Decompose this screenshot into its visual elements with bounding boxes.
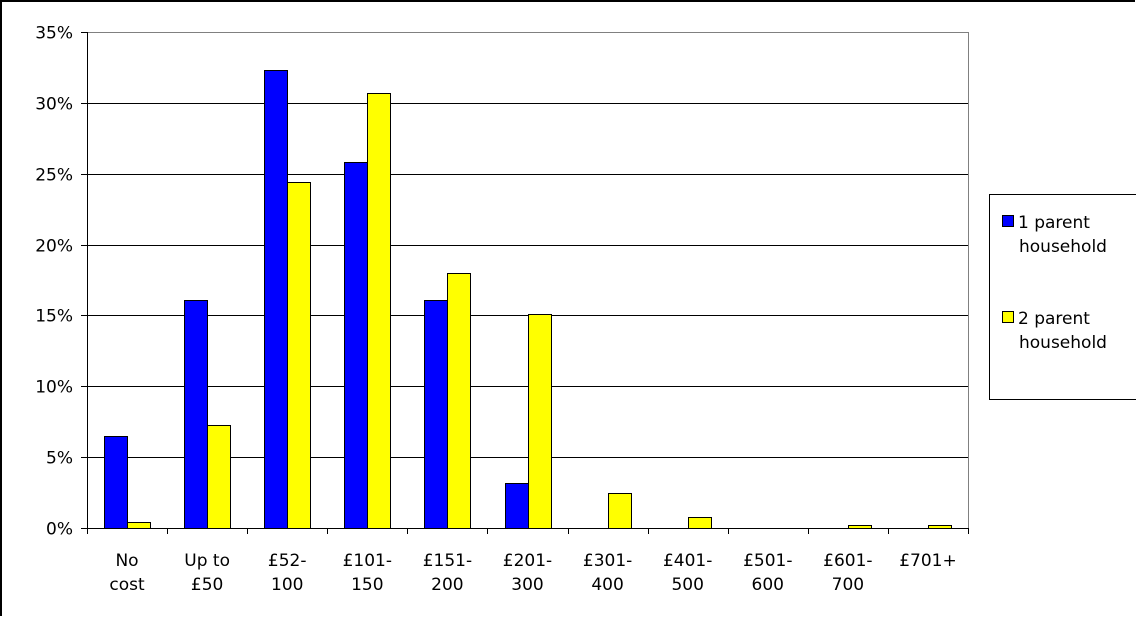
- x-tick-label: £501-: [743, 551, 792, 571]
- bar: [688, 517, 712, 529]
- x-tick-label: 700: [832, 575, 864, 595]
- x-tick-label: 300: [511, 575, 543, 595]
- bar: [367, 93, 391, 529]
- bar: [207, 425, 231, 529]
- x-tick-label: £601-: [823, 551, 872, 571]
- x-axis-ticks: No cost Up to £50 £52- 100 £101- 150 £151- 200 £20…: [87, 528, 969, 595]
- bar: [104, 436, 128, 529]
- y-tick-label: 0%: [46, 520, 73, 540]
- bar: [608, 493, 632, 529]
- bar: [505, 483, 529, 529]
- x-tick-label: £101-: [343, 551, 392, 571]
- bar: [528, 314, 552, 529]
- x-tick-label: 200: [431, 575, 463, 595]
- y-tick-label: 10%: [35, 378, 73, 398]
- y-tick-label: 25%: [35, 166, 73, 186]
- bar: [127, 522, 151, 529]
- x-tick-label: £52-: [268, 551, 307, 571]
- legend-swatch: [1002, 311, 1014, 323]
- x-tick-label: cost: [109, 575, 145, 595]
- x-tick-label: £201-: [503, 551, 552, 571]
- x-tick-label: 500: [671, 575, 703, 595]
- legend-box: [989, 194, 1136, 400]
- legend-swatch: [1002, 215, 1014, 227]
- x-tick-label: £701+: [899, 551, 957, 571]
- y-tick-label: 15%: [35, 307, 73, 327]
- x-tick-label: Up to: [184, 551, 230, 571]
- bar: [424, 300, 448, 529]
- legend-label: household: [1019, 237, 1107, 257]
- x-tick-label: £401-: [663, 551, 712, 571]
- legend-label: household: [1019, 333, 1107, 353]
- legend: 1 parent household 2 parent household: [989, 194, 1136, 400]
- bars: [104, 70, 952, 529]
- bar: [264, 70, 288, 529]
- y-axis-ticks: 0% 5% 10% 15% 20% 25% 30% 35%: [35, 24, 87, 540]
- y-tick-label: 35%: [35, 24, 73, 44]
- x-tick-label: 600: [752, 575, 784, 595]
- legend-label: 2 parent: [1018, 309, 1090, 329]
- y-tick-label: 20%: [35, 237, 73, 257]
- x-tick-label: 100: [271, 575, 303, 595]
- bar: [287, 182, 311, 529]
- x-tick-label: 150: [351, 575, 383, 595]
- axes: [87, 32, 969, 529]
- gridlines: [87, 32, 968, 458]
- x-tick-label: £151-: [423, 551, 472, 571]
- y-tick-label: 30%: [35, 95, 73, 115]
- x-tick-label: 400: [591, 575, 623, 595]
- x-tick-label: £50: [191, 575, 223, 595]
- x-tick-label: £301-: [583, 551, 632, 571]
- legend-label: 1 parent: [1018, 213, 1090, 233]
- bar: [447, 273, 471, 529]
- bar: [184, 300, 208, 529]
- y-tick-label: 5%: [46, 449, 73, 469]
- x-tick-label: No: [115, 551, 138, 571]
- bar: [344, 162, 368, 529]
